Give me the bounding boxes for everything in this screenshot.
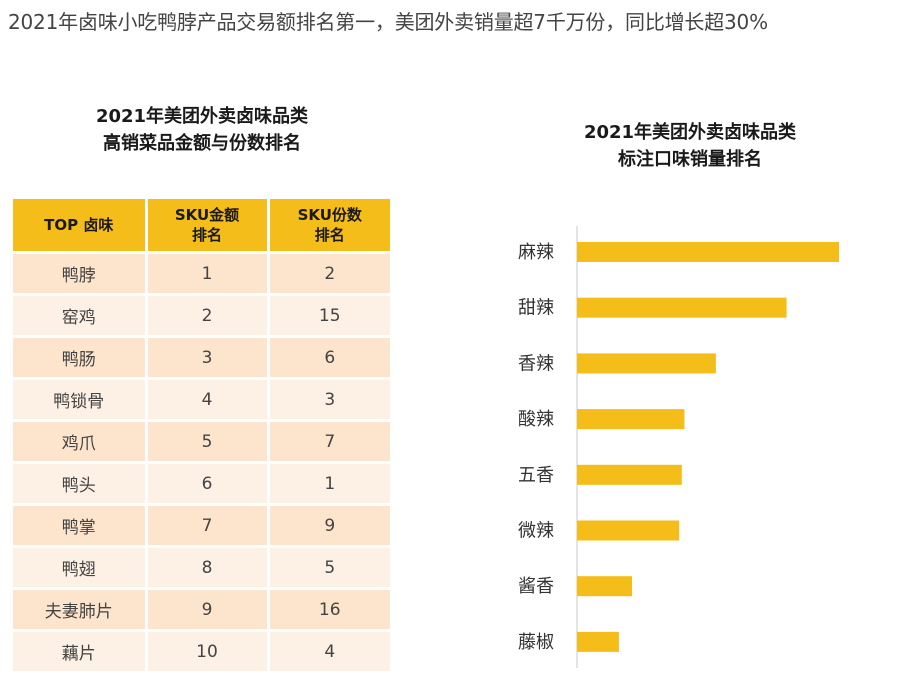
bar-1 <box>577 297 787 318</box>
category-label: 酸辣 <box>518 409 554 430</box>
table-row: 鸡爪 5 7 <box>13 420 390 464</box>
dish-cell: 鸭锁骨 <box>13 378 148 422</box>
table-row: 鸭锁骨 4 3 <box>13 378 390 422</box>
dish-cell: 窑鸡 <box>13 294 148 338</box>
count-rank-cell: 3 <box>268 378 390 422</box>
header-count-rank: SKU份数 排名 <box>268 199 390 254</box>
header-count-line-1: SKU份数 <box>297 206 362 224</box>
table-row: 夫妻肺片 9 16 <box>13 588 390 632</box>
table-row: 鸭翅 8 5 <box>13 546 390 590</box>
chart-title-line-2: 标注口味销量排名 <box>618 149 762 170</box>
amount-rank-cell: 6 <box>146 462 270 506</box>
chart-title-line-1: 2021年美团外卖卤味品类 <box>583 122 797 143</box>
dish-cell: 夫妻肺片 <box>13 588 148 632</box>
bar-5 <box>577 520 680 541</box>
dish-cell: 鸡爪 <box>13 420 148 464</box>
bar-7 <box>577 631 619 652</box>
count-rank-cell: 9 <box>268 504 390 548</box>
dish-cell: 藕片 <box>13 630 148 674</box>
category-label: 藤椒 <box>518 632 554 653</box>
bar-0 <box>577 242 839 262</box>
amount-rank-cell: 10 <box>146 630 270 674</box>
dish-cell: 鸭头 <box>13 462 148 506</box>
count-rank-cell: 4 <box>268 630 390 674</box>
category-label: 麻辣 <box>518 242 554 263</box>
table-row: 鸭头 6 1 <box>13 462 390 506</box>
amount-rank-cell: 9 <box>146 588 270 632</box>
table-title-line-2: 高销菜品金额与份数排名 <box>103 133 301 154</box>
amount-rank-cell: 1 <box>146 252 270 296</box>
amount-rank-cell: 3 <box>146 336 270 380</box>
header-dish: TOP 卤味 <box>13 199 148 254</box>
table-row: 窑鸡 2 15 <box>13 294 390 338</box>
amount-rank-cell: 4 <box>146 378 270 422</box>
dish-cell: 鸭翅 <box>13 546 148 590</box>
category-label: 微辣 <box>518 521 554 542</box>
table-row: 鸭掌 7 9 <box>13 504 390 548</box>
count-rank-cell: 7 <box>268 420 390 464</box>
amount-rank-cell: 8 <box>146 546 270 590</box>
table-body: 鸭脖 1 2 窑鸡 2 15 鸭肠 3 6 鸭锁骨 4 3 鸡爪 5 7 鸭头 6 1 鸭掌 7 9 鸭翅 8 5 夫妻肺片 9 1… <box>13 252 390 674</box>
table-row: 藕片 10 4 <box>13 630 390 674</box>
count-rank-cell: 2 <box>268 252 390 296</box>
header-amount-line-1: SKU金额 <box>174 206 240 224</box>
table-row: 鸭脖 1 2 <box>13 252 390 296</box>
count-rank-cell: 6 <box>268 336 390 380</box>
count-rank-cell: 5 <box>268 546 390 590</box>
amount-rank-cell: 5 <box>146 420 270 464</box>
count-rank-cell: 15 <box>268 294 390 338</box>
ranking-table: TOP 卤味 SKU金额 排名 SKU份数 排名 鸭脖 1 2 窑鸡 2 15 鸭肠 3 6 鸭锁… <box>13 199 390 674</box>
bar-4 <box>577 464 682 485</box>
header-amount-line-2: 排名 <box>191 226 222 244</box>
amount-rank-cell: 7 <box>146 504 270 548</box>
count-rank-cell: 16 <box>268 588 390 632</box>
chart-title: 2021年美团外卖卤味品类 标注口味销量排名 <box>500 119 880 173</box>
table-title-line-1: 2021年美团外卖卤味品类 <box>95 106 309 127</box>
table-header-row: TOP 卤味 SKU金额 排名 SKU份数 排名 <box>13 199 390 254</box>
category-label: 酱香 <box>518 576 554 597</box>
bar-3 <box>577 409 685 430</box>
headline: 2021年卤味小吃鸭脖产品交易额排名第一，美团外卖销量超7千万份，同比增长超30… <box>8 10 768 34</box>
dish-cell: 鸭脖 <box>13 252 148 296</box>
amount-rank-cell: 2 <box>146 294 270 338</box>
count-rank-cell: 1 <box>268 462 390 506</box>
bar-6 <box>577 576 633 597</box>
header-amount-rank: SKU金额 排名 <box>146 199 270 254</box>
bar-2 <box>577 353 716 374</box>
table-title: 2021年美团外卖卤味品类 高销菜品金额与份数排名 <box>14 103 390 157</box>
dish-cell: 鸭掌 <box>13 504 148 548</box>
category-label: 五香 <box>518 465 554 486</box>
category-label: 甜辣 <box>518 298 554 319</box>
category-label: 香辣 <box>518 353 554 374</box>
dish-cell: 鸭肠 <box>13 336 148 380</box>
table-row: 鸭肠 3 6 <box>13 336 390 380</box>
header-count-line-2: 排名 <box>314 226 345 244</box>
